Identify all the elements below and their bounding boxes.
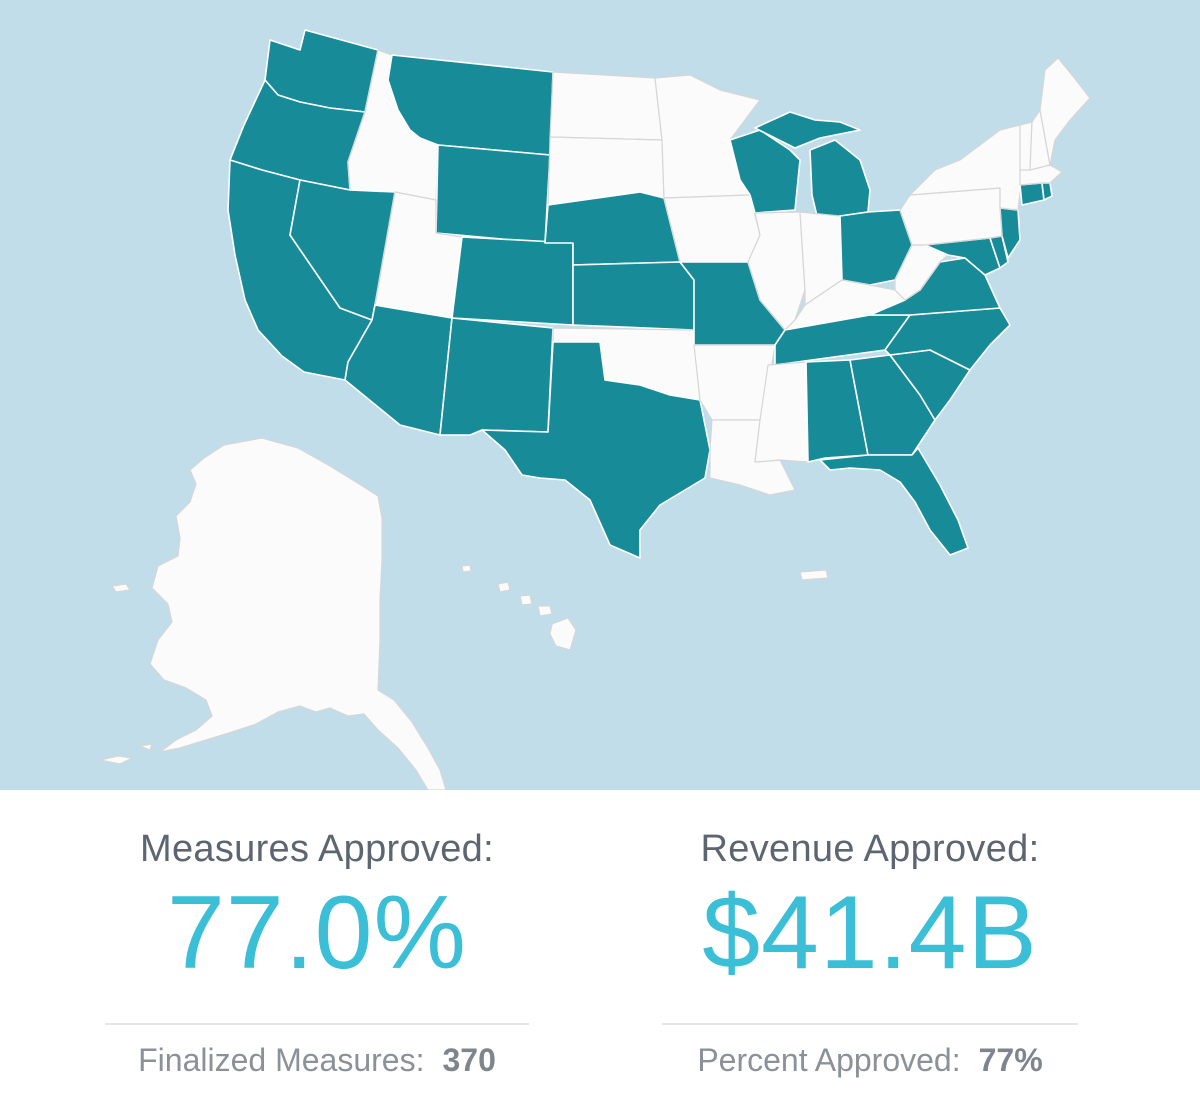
state-wisconsin[interactable] [729,129,801,214]
state-alaska[interactable] [149,437,447,790]
state-florida[interactable] [819,447,969,556]
measures-divider [105,1023,529,1025]
state-bahamas-area [799,569,829,581]
finalized-measures-label: Finalized Measures: [138,1042,425,1078]
state-rhode-island[interactable] [1041,182,1053,201]
revenue-approved-label: Revenue Approved: [700,828,1040,870]
percent-approved-value: 77% [978,1042,1043,1078]
revenue-divider [662,1023,1078,1025]
us-map-svg [0,0,1200,790]
revenue-approved-value: $41.4B [702,875,1038,991]
state-texas[interactable] [481,341,711,559]
measures-approved-value: 77.0% [167,875,467,991]
state-kansas[interactable] [572,261,695,331]
state-north-dakota[interactable] [549,71,663,141]
state-new-mexico[interactable] [439,317,554,436]
stats-panel: Measures Approved: 77.0% Finalized Measu… [0,790,1200,1115]
percent-approved-label: Percent Approved: [697,1042,961,1078]
state-iowa[interactable] [663,194,761,263]
state-alaska-islands [99,583,153,765]
revenue-stat: Revenue Approved: $41.4B Percent Approve… [662,790,1078,1115]
state-michigan-upper [754,111,861,149]
us-map [0,0,1200,790]
measures-approved-label: Measures Approved: [140,828,494,870]
state-colorado[interactable] [451,236,574,326]
finalized-measures-row: Finalized Measures: 370 [105,1042,529,1079]
measures-stat: Measures Approved: 77.0% Finalized Measu… [105,790,529,1115]
state-hawaii[interactable] [461,564,577,651]
state-maine[interactable] [1039,57,1091,166]
state-pennsylvania[interactable] [899,187,1003,246]
finalized-measures-value: 370 [442,1042,496,1078]
percent-approved-row: Percent Approved: 77% [662,1042,1078,1079]
state-wyoming[interactable] [435,144,551,244]
